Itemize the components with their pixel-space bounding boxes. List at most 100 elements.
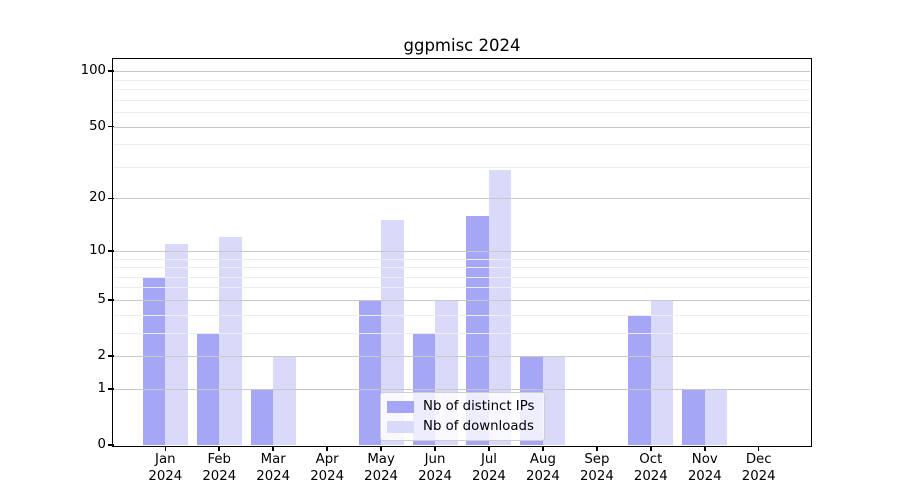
minor-gridline (114, 79, 810, 81)
bar-may-downloads (381, 220, 404, 445)
y-tick-label: 1 (97, 380, 106, 396)
bar-feb-downloads (219, 237, 242, 445)
minor-gridline (114, 112, 810, 114)
x-tick-mark (434, 446, 436, 451)
minor-gridline (114, 287, 810, 289)
major-gridline (114, 299, 810, 301)
bar-jan-ips (142, 276, 166, 445)
year-label: 2024 (472, 468, 506, 484)
bar-nov-ips (682, 388, 705, 445)
x-tick-mark (596, 446, 598, 451)
y-tick-label: 5 (97, 291, 106, 307)
year-label: 2024 (364, 468, 398, 484)
y-tick-mark (108, 125, 114, 128)
y-tick-mark (108, 197, 114, 200)
month-label: Feb (207, 452, 231, 467)
month-label: Oct (639, 452, 663, 467)
minor-gridline (114, 144, 810, 146)
legend-entry: Nb of downloads (387, 418, 534, 435)
month-label: Jun (424, 452, 446, 467)
plot-area (112, 58, 812, 447)
x-tick-mark (704, 446, 706, 451)
minor-gridline (114, 276, 810, 278)
month-label: Nov (691, 452, 718, 467)
major-gridline (114, 198, 810, 200)
month-label: Jul (480, 452, 497, 467)
y-tick-label: 100 (80, 63, 106, 79)
legend-label: Nb of downloads (423, 419, 534, 434)
year-label: 2024 (687, 468, 722, 484)
x-tick-label-sep: Sep 2024 (567, 452, 627, 485)
month-label: Mar (260, 452, 286, 467)
minor-gridline (114, 99, 810, 101)
bar-oct-downloads (650, 299, 674, 445)
bar-jul-downloads (488, 169, 512, 445)
bar-mar-ips (250, 388, 274, 445)
bar-jul-ips (466, 215, 489, 445)
x-tick-mark (272, 446, 274, 451)
x-tick-mark (542, 446, 544, 451)
year-label: 2024 (418, 468, 452, 484)
bar-nov-downloads (704, 388, 728, 445)
major-gridline (114, 388, 810, 390)
major-gridline (114, 126, 810, 128)
bar-jan-downloads (165, 243, 188, 445)
y-tick-label: 10 (89, 242, 106, 258)
year-label: 2024 (148, 468, 183, 484)
legend-label: Nb of distinct IPs (423, 399, 535, 414)
year-label: 2024 (310, 468, 345, 484)
x-tick-label-aug: Aug 2024 (513, 452, 573, 485)
year-label: 2024 (256, 468, 291, 484)
minor-gridline (114, 166, 810, 168)
year-label: 2024 (525, 468, 560, 484)
year-label: 2024 (633, 468, 668, 484)
y-tick-mark (108, 387, 114, 390)
month-label: Jan (155, 452, 176, 467)
bar-oct-ips (628, 314, 651, 445)
x-tick-label-apr: Apr 2024 (297, 452, 357, 485)
minor-gridline (114, 89, 810, 91)
month-label: Sep (584, 452, 610, 467)
legend-entry: Nb of distinct IPs (387, 398, 534, 415)
major-gridline (114, 250, 810, 252)
y-tick-mark (108, 355, 114, 357)
x-tick-label-jan: Jan 2024 (135, 452, 195, 485)
y-tick-label: 2 (97, 348, 106, 364)
legend-swatch-downloads (387, 420, 414, 433)
y-tick-mark (108, 70, 114, 73)
y-tick-mark (108, 249, 114, 252)
minor-gridline (114, 258, 810, 260)
y-tick-mark (108, 298, 114, 301)
x-tick-label-oct: Oct 2024 (621, 452, 681, 485)
y-tick-label: 50 (89, 118, 106, 134)
x-tick-label-dec: Dec 2024 (729, 452, 789, 485)
minor-gridline (114, 267, 810, 269)
x-tick-mark (650, 446, 652, 451)
x-tick-mark (380, 446, 382, 451)
major-gridline (114, 71, 810, 73)
x-tick-mark (488, 446, 490, 451)
bar-feb-ips (196, 332, 220, 445)
minor-gridline (114, 332, 810, 334)
year-label: 2024 (741, 468, 776, 484)
x-tick-label-jul: Jul 2024 (459, 452, 519, 485)
x-tick-label-mar: Mar 2024 (243, 452, 303, 485)
x-tick-mark (164, 446, 167, 451)
x-tick-label-may: May 2024 (351, 452, 411, 485)
x-tick-mark (326, 446, 328, 451)
bar-aug-downloads (542, 356, 566, 445)
minor-gridline (114, 314, 810, 316)
month-label: Aug (529, 452, 556, 467)
x-tick-mark (218, 446, 220, 451)
y-tick-label: 0 (97, 437, 106, 452)
x-tick-label-jun: Jun 2024 (405, 452, 465, 485)
month-label: Apr (315, 452, 339, 467)
x-tick-label-feb: Feb 2024 (189, 452, 249, 485)
bar-mar-downloads (273, 356, 296, 445)
year-label: 2024 (579, 468, 614, 484)
x-tick-label-nov: Nov 2024 (675, 452, 735, 485)
legend: Nb of distinct IPs Nb of downloads (380, 392, 546, 441)
major-gridline (114, 356, 810, 358)
x-tick-mark (757, 446, 760, 451)
